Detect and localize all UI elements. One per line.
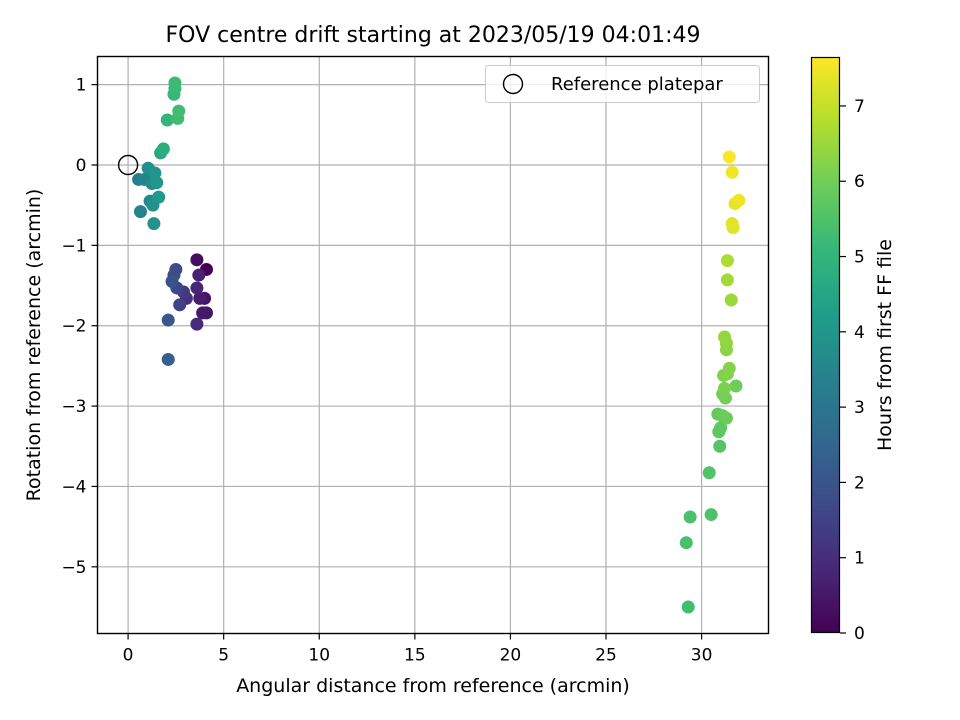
colorbar-tick-label: 7 (854, 97, 865, 117)
data-point (681, 600, 695, 614)
data-point (161, 352, 175, 366)
data-point (679, 536, 693, 550)
legend: Reference platepar (485, 65, 760, 103)
data-point (720, 273, 734, 287)
data-point (729, 379, 743, 393)
reference-marker-group (117, 154, 139, 176)
x-tick-label: 15 (404, 646, 426, 666)
x-tick-label: 10 (308, 646, 330, 666)
grid-lines (97, 56, 769, 634)
legend-reference-marker (502, 73, 524, 95)
chart-title: FOV centre drift starting at 2023/05/19 … (166, 23, 701, 48)
colorbar-tick-label: 5 (854, 248, 865, 268)
x-tick-label: 5 (218, 646, 229, 666)
x-axis-label: Angular distance from reference (arcmin) (236, 675, 630, 697)
colorbar-tick-label: 6 (854, 172, 865, 192)
colorbar-tick-label: 0 (854, 624, 865, 644)
data-point (722, 150, 736, 164)
data-point (702, 466, 716, 480)
data-point (150, 176, 164, 190)
data-point (193, 291, 207, 305)
data-point (165, 275, 179, 289)
y-tick-label: −1 (61, 236, 86, 256)
colorbar-tick-label: 1 (854, 549, 865, 569)
data-point (190, 317, 204, 331)
data-point (172, 104, 186, 118)
data-point (719, 411, 733, 425)
colorbar (811, 57, 840, 633)
colorbar-tick-label: 2 (854, 473, 865, 493)
data-point (725, 217, 739, 231)
y-tick-label: −2 (61, 317, 86, 337)
y-axis-label: Rotation from reference (arcmin) (23, 189, 45, 502)
data-point (713, 439, 727, 453)
data-point (190, 281, 204, 295)
data-point (724, 293, 738, 307)
plot-frame (96, 55, 770, 635)
x-tick-label: 25 (595, 646, 617, 666)
y-tick-label: −4 (61, 477, 86, 497)
data-point (725, 165, 739, 179)
legend-label: Reference platepar (551, 74, 723, 95)
colorbar-ticks: 0 1 2 3 4 5 6 7 (840, 97, 865, 644)
legend-box (485, 65, 760, 103)
data-point (148, 166, 162, 180)
data-point (683, 510, 697, 524)
data-point (147, 217, 161, 231)
data-point (190, 253, 204, 267)
data-point (196, 306, 210, 320)
data-point (152, 190, 166, 204)
y-tick-label: −3 (61, 397, 86, 417)
data-point (704, 508, 718, 522)
colorbar-label: Hours from first FF file (874, 239, 896, 451)
data-points (132, 76, 746, 614)
colorbar-frame (810, 56, 841, 634)
y-tick-label: 0 (76, 156, 87, 176)
y-tick-label: 1 (76, 76, 87, 96)
data-point (161, 313, 175, 327)
x-tick-label: 0 (123, 646, 134, 666)
x-tick-label: 30 (691, 646, 713, 666)
data-point (718, 381, 732, 395)
data-point (718, 330, 732, 344)
data-point (173, 298, 187, 312)
data-point (714, 421, 728, 435)
colorbar-tick-label: 3 (854, 398, 865, 418)
data-point (168, 76, 182, 90)
x-axis-ticks: 0 5 10 15 20 25 30 (123, 633, 713, 666)
reference-platepar-marker (117, 154, 139, 176)
data-point (156, 142, 170, 156)
colorbar-tick-label: 4 (854, 323, 865, 343)
data-point (720, 254, 734, 268)
y-axis-ticks: 1 0 −1 −2 −3 −4 −5 (61, 76, 98, 578)
data-point (134, 205, 148, 219)
data-point (732, 193, 746, 207)
data-point (192, 268, 206, 282)
x-tick-label: 20 (500, 646, 522, 666)
y-tick-label: −5 (61, 558, 86, 578)
data-point (160, 113, 174, 127)
data-point (722, 361, 736, 375)
